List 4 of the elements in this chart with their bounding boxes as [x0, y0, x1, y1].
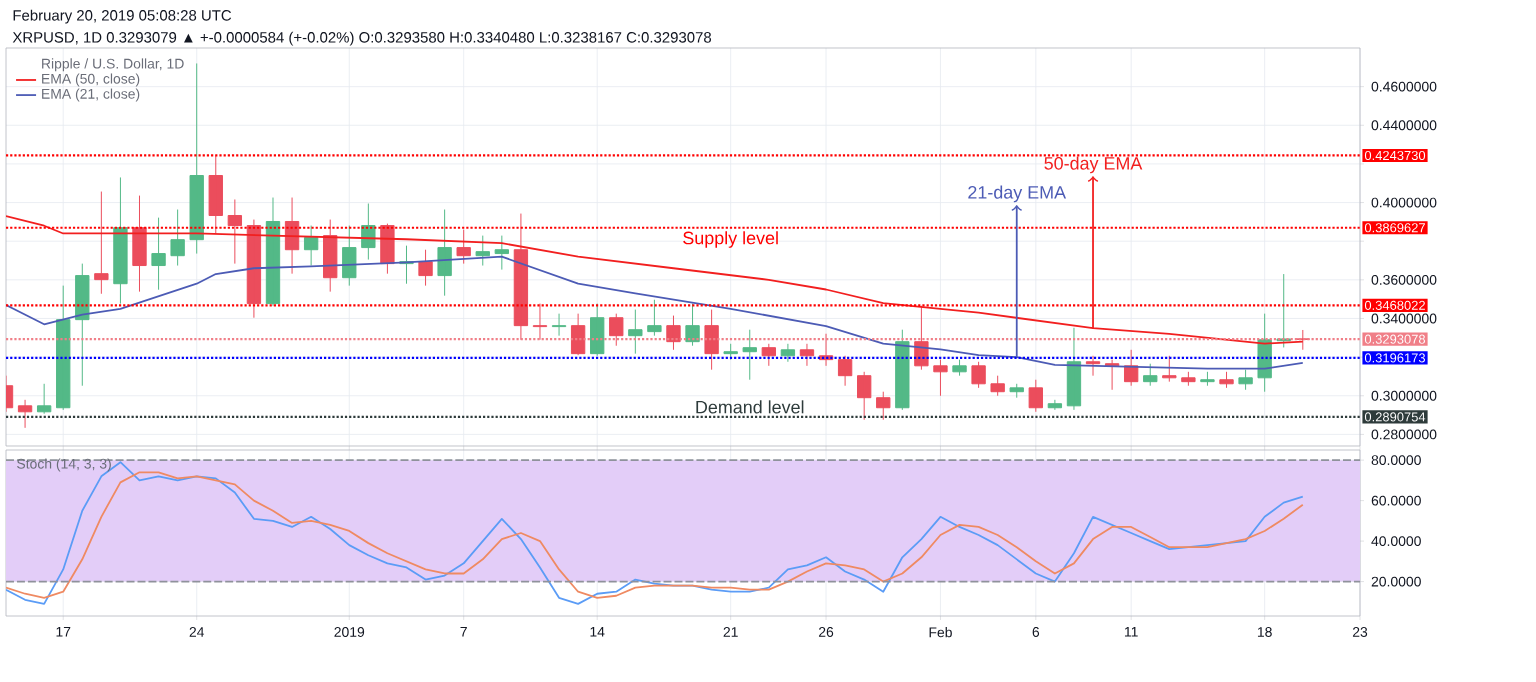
- annotation: Supply level: [683, 231, 778, 248]
- annotation: 21-day EMA: [968, 185, 1067, 203]
- annotation: 50-day EMA: [1044, 156, 1143, 174]
- annotation: Demand level: [696, 400, 804, 414]
